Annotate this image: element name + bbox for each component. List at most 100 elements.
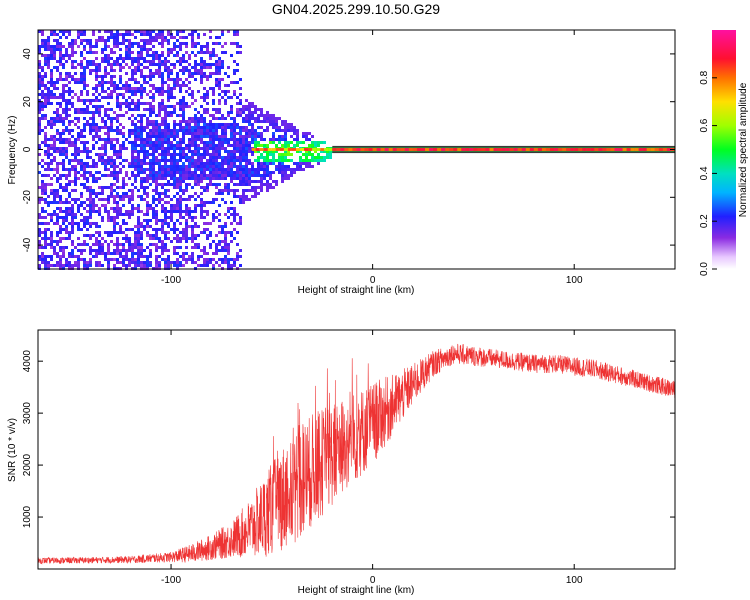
spectrogram-cell — [233, 177, 236, 180]
spectrogram-cell — [305, 165, 308, 168]
spectrogram-cell — [185, 177, 188, 180]
spectrogram-cell — [77, 207, 80, 210]
spectrogram-cell — [50, 78, 53, 81]
spectrogram-cell — [236, 222, 239, 225]
spectrogram-cell — [260, 153, 263, 156]
spectrogram-cell — [155, 87, 158, 90]
spectrogram-cell — [119, 147, 122, 150]
spectrogram-cell — [218, 36, 221, 39]
spectrogram-cell — [119, 129, 122, 132]
spectrogram-cell — [272, 117, 275, 120]
spectrogram-cell — [119, 108, 122, 111]
spectrogram-cell — [38, 45, 41, 48]
spectrogram-cell — [131, 207, 134, 210]
spectrogram-cell — [95, 51, 98, 54]
spectrogram-cell — [164, 60, 167, 63]
spectrogram-cell — [260, 135, 263, 138]
spectrogram-cell — [239, 195, 242, 198]
spectrogram-cell — [230, 132, 233, 135]
spectrogram-cell — [296, 168, 299, 171]
spectrogram-cell — [173, 177, 176, 180]
spectrogram-cell — [92, 111, 95, 114]
spectrogram-cell — [164, 135, 167, 138]
spectrogram-cell — [89, 132, 92, 135]
spectrogram-cell — [89, 264, 92, 267]
spectrogram-cell — [308, 132, 311, 135]
spectrogram-cell — [47, 237, 50, 240]
spectrogram-cell — [80, 51, 83, 54]
spectrogram-cell — [194, 246, 197, 249]
spectrogram-cell — [281, 177, 284, 180]
spectrogram-cell — [65, 108, 68, 111]
spectrogram-cell — [98, 264, 101, 267]
spectrogram-cell — [146, 225, 149, 228]
spectrogram-cell — [101, 246, 104, 249]
spectrogram-cell — [83, 207, 86, 210]
spectrogram-cell — [176, 228, 179, 231]
spectrogram-cell — [218, 123, 221, 126]
spectrogram-cell — [86, 39, 89, 42]
spectrogram-cell — [62, 255, 65, 258]
spectrogram-cell — [86, 156, 89, 159]
snr-frame — [37, 329, 676, 570]
spectrogram-cell — [128, 216, 131, 219]
spectrogram-cell — [152, 126, 155, 129]
spectrogram-cell — [95, 96, 98, 99]
spectrogram-cell — [56, 69, 59, 72]
spectrogram-cell — [155, 54, 158, 57]
spectrogram-cell — [176, 237, 179, 240]
spectrogram-cell — [146, 156, 149, 159]
spectrogram-cell — [89, 222, 92, 225]
spectrogram-cell — [140, 264, 143, 267]
spectrogram-cell — [77, 171, 80, 174]
spectrogram-cell — [239, 219, 242, 222]
spectrogram-cell — [140, 183, 143, 186]
spectrogram-cell — [200, 45, 203, 48]
spectrogram-cell — [176, 261, 179, 264]
spectrogram-cell — [122, 255, 125, 258]
spectrogram-cell — [179, 30, 182, 33]
spectrogram-cell — [95, 165, 98, 168]
spectrogram-cell — [212, 138, 215, 141]
spectrogram-cell — [236, 45, 239, 48]
spectrogram-cell — [86, 105, 89, 108]
spectrogram-cell — [128, 90, 131, 93]
spectrogram-cell — [125, 111, 128, 114]
spectrogram-cell — [146, 180, 149, 183]
spectrogram-cell — [266, 183, 269, 186]
spectrogram-cell — [65, 54, 68, 57]
spectrogram-cell — [173, 246, 176, 249]
spectrogram-cell — [185, 60, 188, 63]
spectrogram-cell — [89, 225, 92, 228]
spectrogram-cell — [299, 168, 302, 171]
spectrogram-cell — [38, 213, 41, 216]
spectrogram-cell — [41, 252, 44, 255]
spectrogram-cell — [188, 258, 191, 261]
spectrogram-cell — [65, 201, 68, 204]
spectrogram-cell — [53, 147, 56, 150]
spectrogram-cell — [92, 51, 95, 54]
spectrogram-cell — [89, 246, 92, 249]
spectrogram-cell — [284, 132, 287, 135]
spectrogram-cell — [176, 54, 179, 57]
spectrogram-cell — [152, 111, 155, 114]
spectrogram-cell — [200, 171, 203, 174]
spectrogram-cell — [218, 117, 221, 120]
spectrogram-cell — [191, 186, 194, 189]
spectrogram-cell — [83, 201, 86, 204]
spectrogram-cell — [167, 180, 170, 183]
spectrogram-cell — [164, 141, 167, 144]
spectrogram-cell — [113, 231, 116, 234]
spectrogram-cell — [113, 75, 116, 78]
signal-band-segment — [429, 148, 434, 151]
spectrogram-cell — [98, 111, 101, 114]
spectrogram-cell — [56, 87, 59, 90]
spectrogram-cell — [212, 102, 215, 105]
spectrogram-cell — [173, 207, 176, 210]
spectrogram-cell — [128, 129, 131, 132]
spectrogram-cell — [167, 126, 170, 129]
spectrogram-cell — [257, 168, 260, 171]
spectrogram-cell — [86, 66, 89, 69]
spectrogram-cell — [110, 171, 113, 174]
spectrogram-cell — [251, 165, 254, 168]
